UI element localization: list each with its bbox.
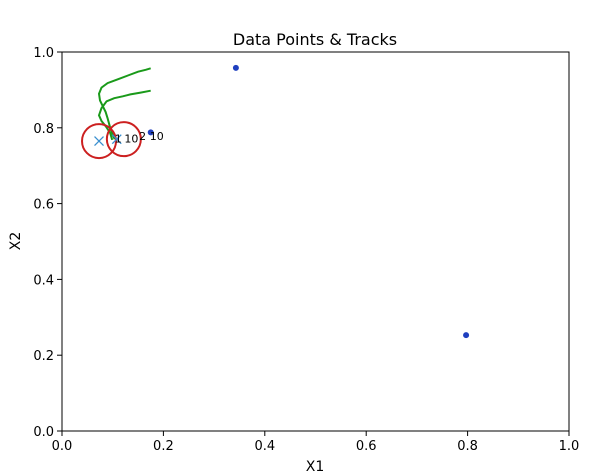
- chart-title: Data Points & Tracks: [233, 30, 397, 49]
- data-point: [147, 129, 154, 136]
- track-line: [97, 67, 151, 140]
- x-tick-label: 0.0: [52, 439, 73, 454]
- x-tick-label: 0.6: [356, 439, 377, 454]
- x-axis-label: X1: [306, 459, 325, 475]
- point-annotation: 10: [150, 130, 164, 143]
- y-tick-label: 0.2: [33, 349, 54, 364]
- x-tick-label: 1.0: [559, 439, 580, 454]
- y-tick-label: 0.8: [33, 122, 54, 137]
- cross-marker: [94, 136, 104, 147]
- plot-area: 1 10 2 10: [81, 64, 470, 339]
- y-axis-label: X2: [8, 232, 24, 251]
- x-tick-label: 0.8: [457, 439, 478, 454]
- axes-frame: [61, 51, 570, 432]
- data-point: [463, 332, 470, 339]
- y-tick-label: 0.4: [33, 273, 54, 288]
- cross-stroke: [111, 134, 122, 145]
- y-tick-label: 0.6: [33, 198, 54, 213]
- x-tick-label: 0.2: [153, 439, 174, 454]
- point-annotation: 1: [115, 132, 122, 145]
- gate-circle: [105, 121, 142, 158]
- point-annotation: 2: [139, 130, 146, 143]
- y-tick-label: 0.0: [33, 425, 54, 440]
- y-tick-label: 1.0: [33, 46, 54, 61]
- x-axis: 0.0 0.2 0.4 0.6 0.8 1.0: [52, 431, 580, 454]
- gate-circle: [81, 123, 118, 160]
- point-annotation: 10: [124, 132, 138, 145]
- y-axis: 0.0 0.2 0.4 0.6 0.8 1.0: [33, 46, 62, 440]
- cross-stroke: [94, 136, 104, 147]
- cross-marker: [111, 134, 122, 145]
- x-tick-label: 0.4: [254, 439, 275, 454]
- data-point: [232, 64, 239, 71]
- track-line: [97, 89, 151, 141]
